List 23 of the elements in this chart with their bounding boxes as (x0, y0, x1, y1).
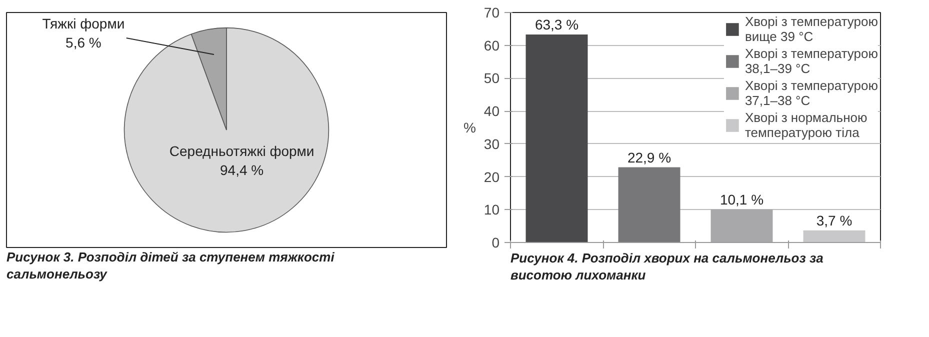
data-label: 10,1 % (720, 191, 764, 208)
legend-label: Хворі з температурою 37,1–38 °C (744, 78, 878, 108)
legend-label: Хворі з нормальною температурою тіла (744, 110, 868, 140)
y-tick-label: 40 (484, 103, 500, 120)
y-tick-label: 50 (484, 70, 500, 86)
data-label: 63,3 % (534, 16, 579, 33)
y-tick-label: 60 (484, 37, 500, 54)
y-tick-label: 20 (484, 168, 500, 185)
y-tick-label: 30 (484, 136, 500, 152)
data-label: 5,6 % (66, 34, 102, 51)
y-tick-label: 10 (484, 202, 500, 218)
data-label: 22,9 % (627, 149, 672, 166)
slice-label: Тяжкі форми (42, 15, 125, 32)
data-label: 94,4 % (220, 162, 264, 178)
text: Рисунок 4. Розподіл хворих на сальмонельоз за висотою лихоманки (510, 250, 824, 282)
legend-label: Хворі з температурою 38,1–39 °C (744, 46, 878, 76)
y-tick-label: 70 (484, 4, 500, 20)
legend-label: Хворі з температурою вище 39 °C (744, 14, 878, 44)
data-label: 3,7 % (816, 212, 852, 228)
y-tick-label: 0 (492, 234, 500, 250)
slice-label: Середньотяжкі форми (169, 143, 314, 160)
y-axis-title: % (463, 120, 476, 136)
text: Рисунок 3. Розподіл дітей за ступенем тяжкості сальмонельозу (6, 250, 335, 282)
